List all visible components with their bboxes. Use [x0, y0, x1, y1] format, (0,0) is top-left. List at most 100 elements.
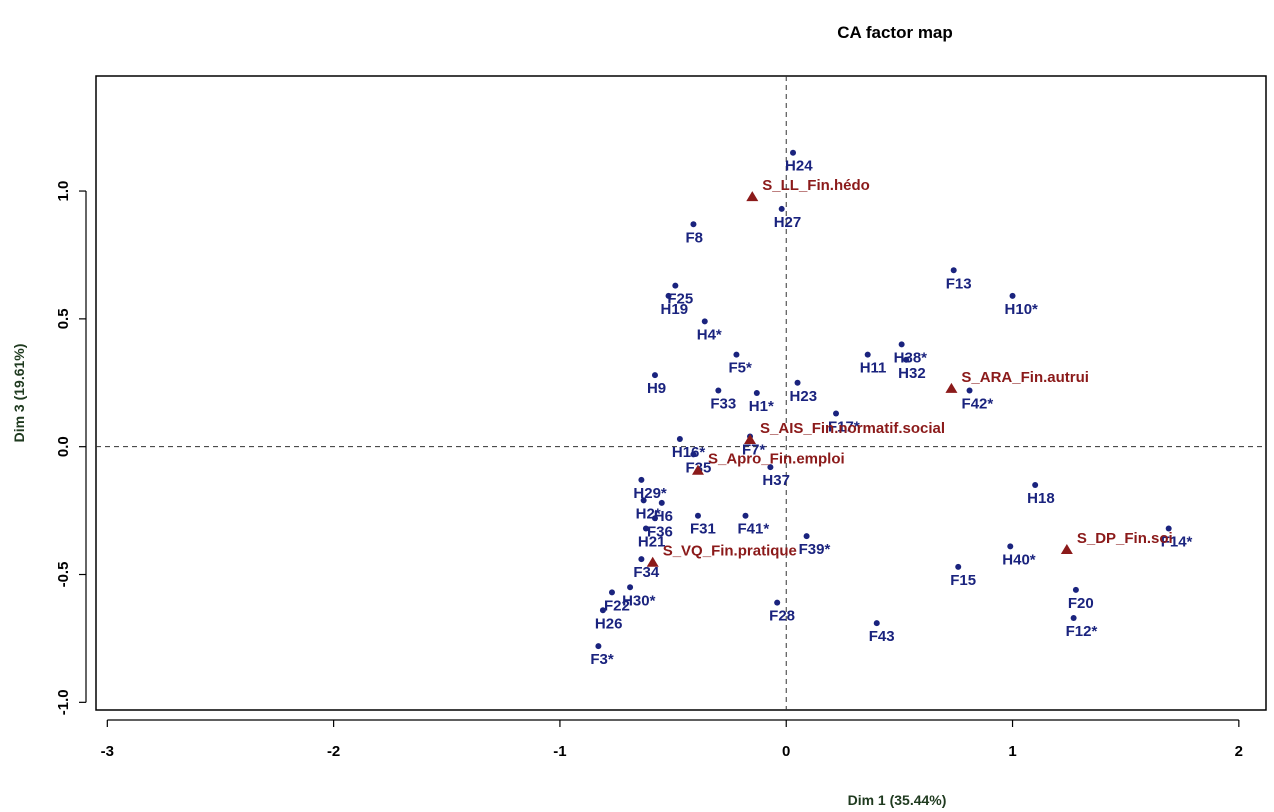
row-point-label: F13 — [946, 275, 972, 292]
row-point-label: F42* — [962, 395, 994, 412]
row-point — [903, 356, 910, 363]
row-point-label: F15 — [950, 572, 976, 589]
row-point — [1070, 614, 1077, 621]
column-point-label: S_LL_Fin.hédo — [762, 177, 870, 194]
row-point-label: H16* — [672, 444, 706, 461]
x-tick-label: 0 — [782, 743, 790, 760]
y-tick-label: -0.5 — [55, 562, 72, 588]
row-point-label: H24 — [785, 158, 813, 175]
row-point — [1165, 525, 1172, 532]
row-point — [794, 379, 801, 386]
row-point-label: F8 — [685, 229, 703, 246]
y-tick-label: 1.0 — [55, 181, 72, 202]
x-tick-label: 1 — [1008, 743, 1016, 760]
row-point-label: H37 — [762, 472, 790, 489]
x-tick-label: -1 — [553, 743, 566, 760]
row-point-label: F41* — [737, 521, 769, 538]
row-point — [742, 512, 749, 519]
row-point-label: F33 — [710, 395, 736, 412]
row-point-label: H40* — [1002, 551, 1036, 568]
column-point — [945, 382, 958, 393]
x-tick-label: -2 — [327, 743, 340, 760]
row-point — [701, 318, 708, 325]
reference-lines — [96, 76, 1266, 710]
row-point — [599, 607, 606, 614]
row-point — [690, 451, 697, 458]
row-point — [873, 620, 880, 627]
row-point — [672, 282, 679, 289]
x-axis: -3 -2 -1 0 1 2 — [101, 719, 1243, 760]
column-point-label: S_Apro_Fin.emploi — [708, 451, 845, 468]
column-point — [1060, 543, 1073, 554]
x-tick-label: 2 — [1235, 743, 1243, 760]
row-point — [790, 149, 797, 156]
row-point-label: H9 — [647, 380, 666, 397]
row-point-label: H32 — [898, 365, 926, 382]
row-point — [898, 341, 905, 348]
row-point — [665, 292, 672, 299]
row-point-label: H27 — [774, 214, 802, 231]
row-point — [640, 497, 647, 504]
y-tick-label: 0.0 — [55, 436, 72, 457]
row-point — [627, 584, 634, 591]
row-point — [651, 515, 658, 522]
row-point — [774, 599, 781, 606]
row-point-label: H6 — [654, 508, 673, 525]
row-point — [608, 589, 615, 596]
row-point — [803, 533, 810, 540]
column-point-label: S_VQ_Fin.pratique — [663, 543, 797, 560]
y-tick-label: 0.5 — [55, 308, 72, 329]
plot-frame — [95, 75, 1267, 711]
row-point — [676, 436, 683, 443]
row-point — [690, 221, 697, 228]
row-point-label: F34 — [633, 564, 660, 581]
x-axis-label: Dim 1 (35.44%) — [848, 792, 947, 808]
y-tick-label: -1.0 — [55, 689, 72, 715]
row-point-label: F31 — [690, 521, 716, 538]
row-point-label: F43 — [869, 628, 895, 645]
row-point — [1032, 482, 1039, 489]
row-point — [658, 499, 665, 506]
row-point — [694, 512, 701, 519]
row-point — [1009, 292, 1016, 299]
row-point-label: H29* — [633, 485, 667, 502]
chart-title: CA factor map — [837, 23, 953, 42]
row-point — [651, 372, 658, 379]
column-point-label: S_ARA_Fin.autrui — [961, 369, 1089, 386]
row-point — [753, 390, 760, 396]
row-point-label: F22 — [604, 597, 630, 614]
row-point-label: H30* — [622, 592, 656, 609]
row-point-label: H19 — [661, 301, 689, 318]
row-point — [595, 643, 602, 650]
row-point — [733, 351, 740, 358]
row-point — [638, 556, 645, 563]
row-point-label: H21 — [638, 533, 666, 550]
row-point-label: F39* — [799, 541, 831, 558]
row-point-label: F25 — [667, 291, 693, 308]
row-point-label: H4* — [697, 326, 722, 343]
row-point — [778, 205, 785, 212]
row-point — [950, 267, 957, 274]
row-point — [767, 464, 774, 471]
row-point-label: F28 — [769, 608, 795, 625]
row-point — [966, 387, 973, 394]
column-point-label: S_DP_Fin.soi — [1077, 530, 1173, 547]
row-point-label: F20 — [1068, 595, 1094, 612]
y-axis: -1.0 -0.5 0.0 0.5 1.0 — [55, 181, 87, 715]
column-point — [646, 556, 659, 567]
row-point-label: F12* — [1066, 623, 1098, 640]
row-point — [1072, 586, 1079, 593]
row-point-label: H23 — [790, 388, 818, 405]
row-point-label: F7* — [742, 441, 766, 458]
row-point — [864, 351, 871, 358]
row-point-label: H38* — [894, 349, 928, 366]
row-point-label: H26 — [595, 615, 623, 632]
row-point — [638, 476, 645, 483]
row-point-label: F5* — [728, 360, 752, 377]
row-point — [715, 387, 722, 394]
row-point-label: H10* — [1005, 301, 1039, 318]
column-point — [746, 191, 759, 202]
row-point-label: H11 — [860, 360, 887, 377]
